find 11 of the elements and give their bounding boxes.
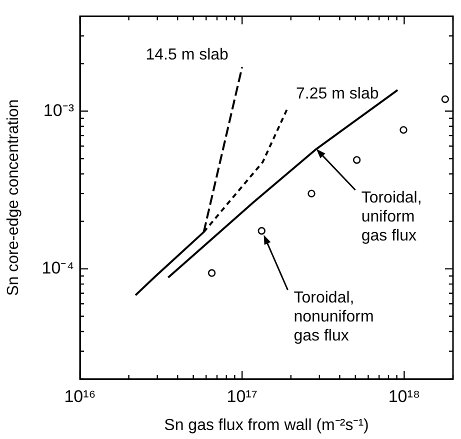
annotation: Toroidal, nonuniform gas flux <box>294 289 374 344</box>
series-label: 14.5 m slab <box>146 46 229 64</box>
x-tick-label: 10¹⁷ <box>226 386 258 406</box>
y-axis-title: Sn core-edge concentration <box>5 99 22 296</box>
x-tick-label: 10¹⁸ <box>388 386 420 406</box>
y-tick-label: 10⁻⁴ <box>42 258 74 278</box>
y-tick-label: 10⁻³ <box>43 100 74 120</box>
x-tick-label: 10¹⁶ <box>64 386 96 406</box>
annotation: Toroidal, uniform gas flux <box>361 189 422 244</box>
x-axis-title: Sn gas flux from wall (m⁻²s⁻¹) <box>164 416 369 434</box>
series-label: 7.25 m slab <box>296 86 379 103</box>
